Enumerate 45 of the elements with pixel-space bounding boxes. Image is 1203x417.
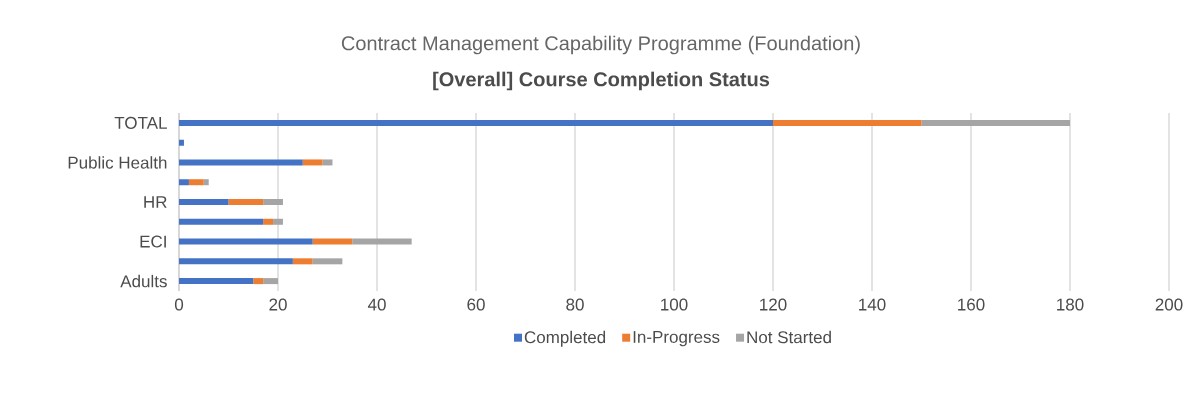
bar [179, 238, 313, 245]
y-tick-label: Adults [120, 274, 167, 288]
bar [253, 278, 264, 285]
bar [263, 218, 274, 225]
x-tick-label: 140 [859, 298, 886, 311]
legend-label: Not Started [747, 330, 831, 344]
bar [228, 198, 264, 205]
chart-subtitle: [Overall] Course Completion Status [433, 71, 770, 91]
bar [263, 278, 279, 285]
bar [312, 258, 343, 265]
legend-label: Completed [524, 330, 606, 347]
bar [179, 278, 254, 285]
x-tick-label: 120 [760, 298, 787, 311]
bar [179, 119, 773, 126]
y-tick-label: Public Health [68, 156, 167, 169]
bar [302, 159, 323, 166]
x-tick-label: 160 [958, 298, 985, 311]
bar [921, 119, 1070, 126]
x-tick-label: 80 [566, 298, 584, 311]
bar [179, 218, 264, 225]
x-tick-label: 20 [269, 298, 287, 311]
x-tick-label: 180 [1057, 298, 1084, 311]
bar [773, 119, 922, 126]
bar [179, 258, 293, 265]
bar [273, 218, 283, 225]
x-tick-label: 200 [1155, 298, 1183, 311]
y-tick-label: TOTAL [114, 116, 167, 129]
y-tick-label: HR [144, 196, 167, 208]
x-tick-label: 40 [367, 298, 386, 311]
bar [188, 179, 204, 186]
bar [352, 238, 412, 245]
bar [263, 198, 283, 205]
bar [312, 238, 353, 245]
x-tick-label: 0 [174, 298, 184, 311]
x-tick-label: 100 [661, 298, 688, 311]
chart-title: Contract Management Capability Programme (Foundation) [341, 35, 860, 55]
bar [322, 159, 333, 166]
x-tick-label: 60 [467, 298, 485, 311]
bar [179, 198, 229, 205]
bar [179, 179, 189, 186]
legend-label: In-Progress [633, 331, 720, 347]
bar [203, 179, 209, 186]
bar [292, 258, 313, 265]
y-tick-label: ECI [140, 235, 166, 248]
bar [179, 159, 303, 166]
